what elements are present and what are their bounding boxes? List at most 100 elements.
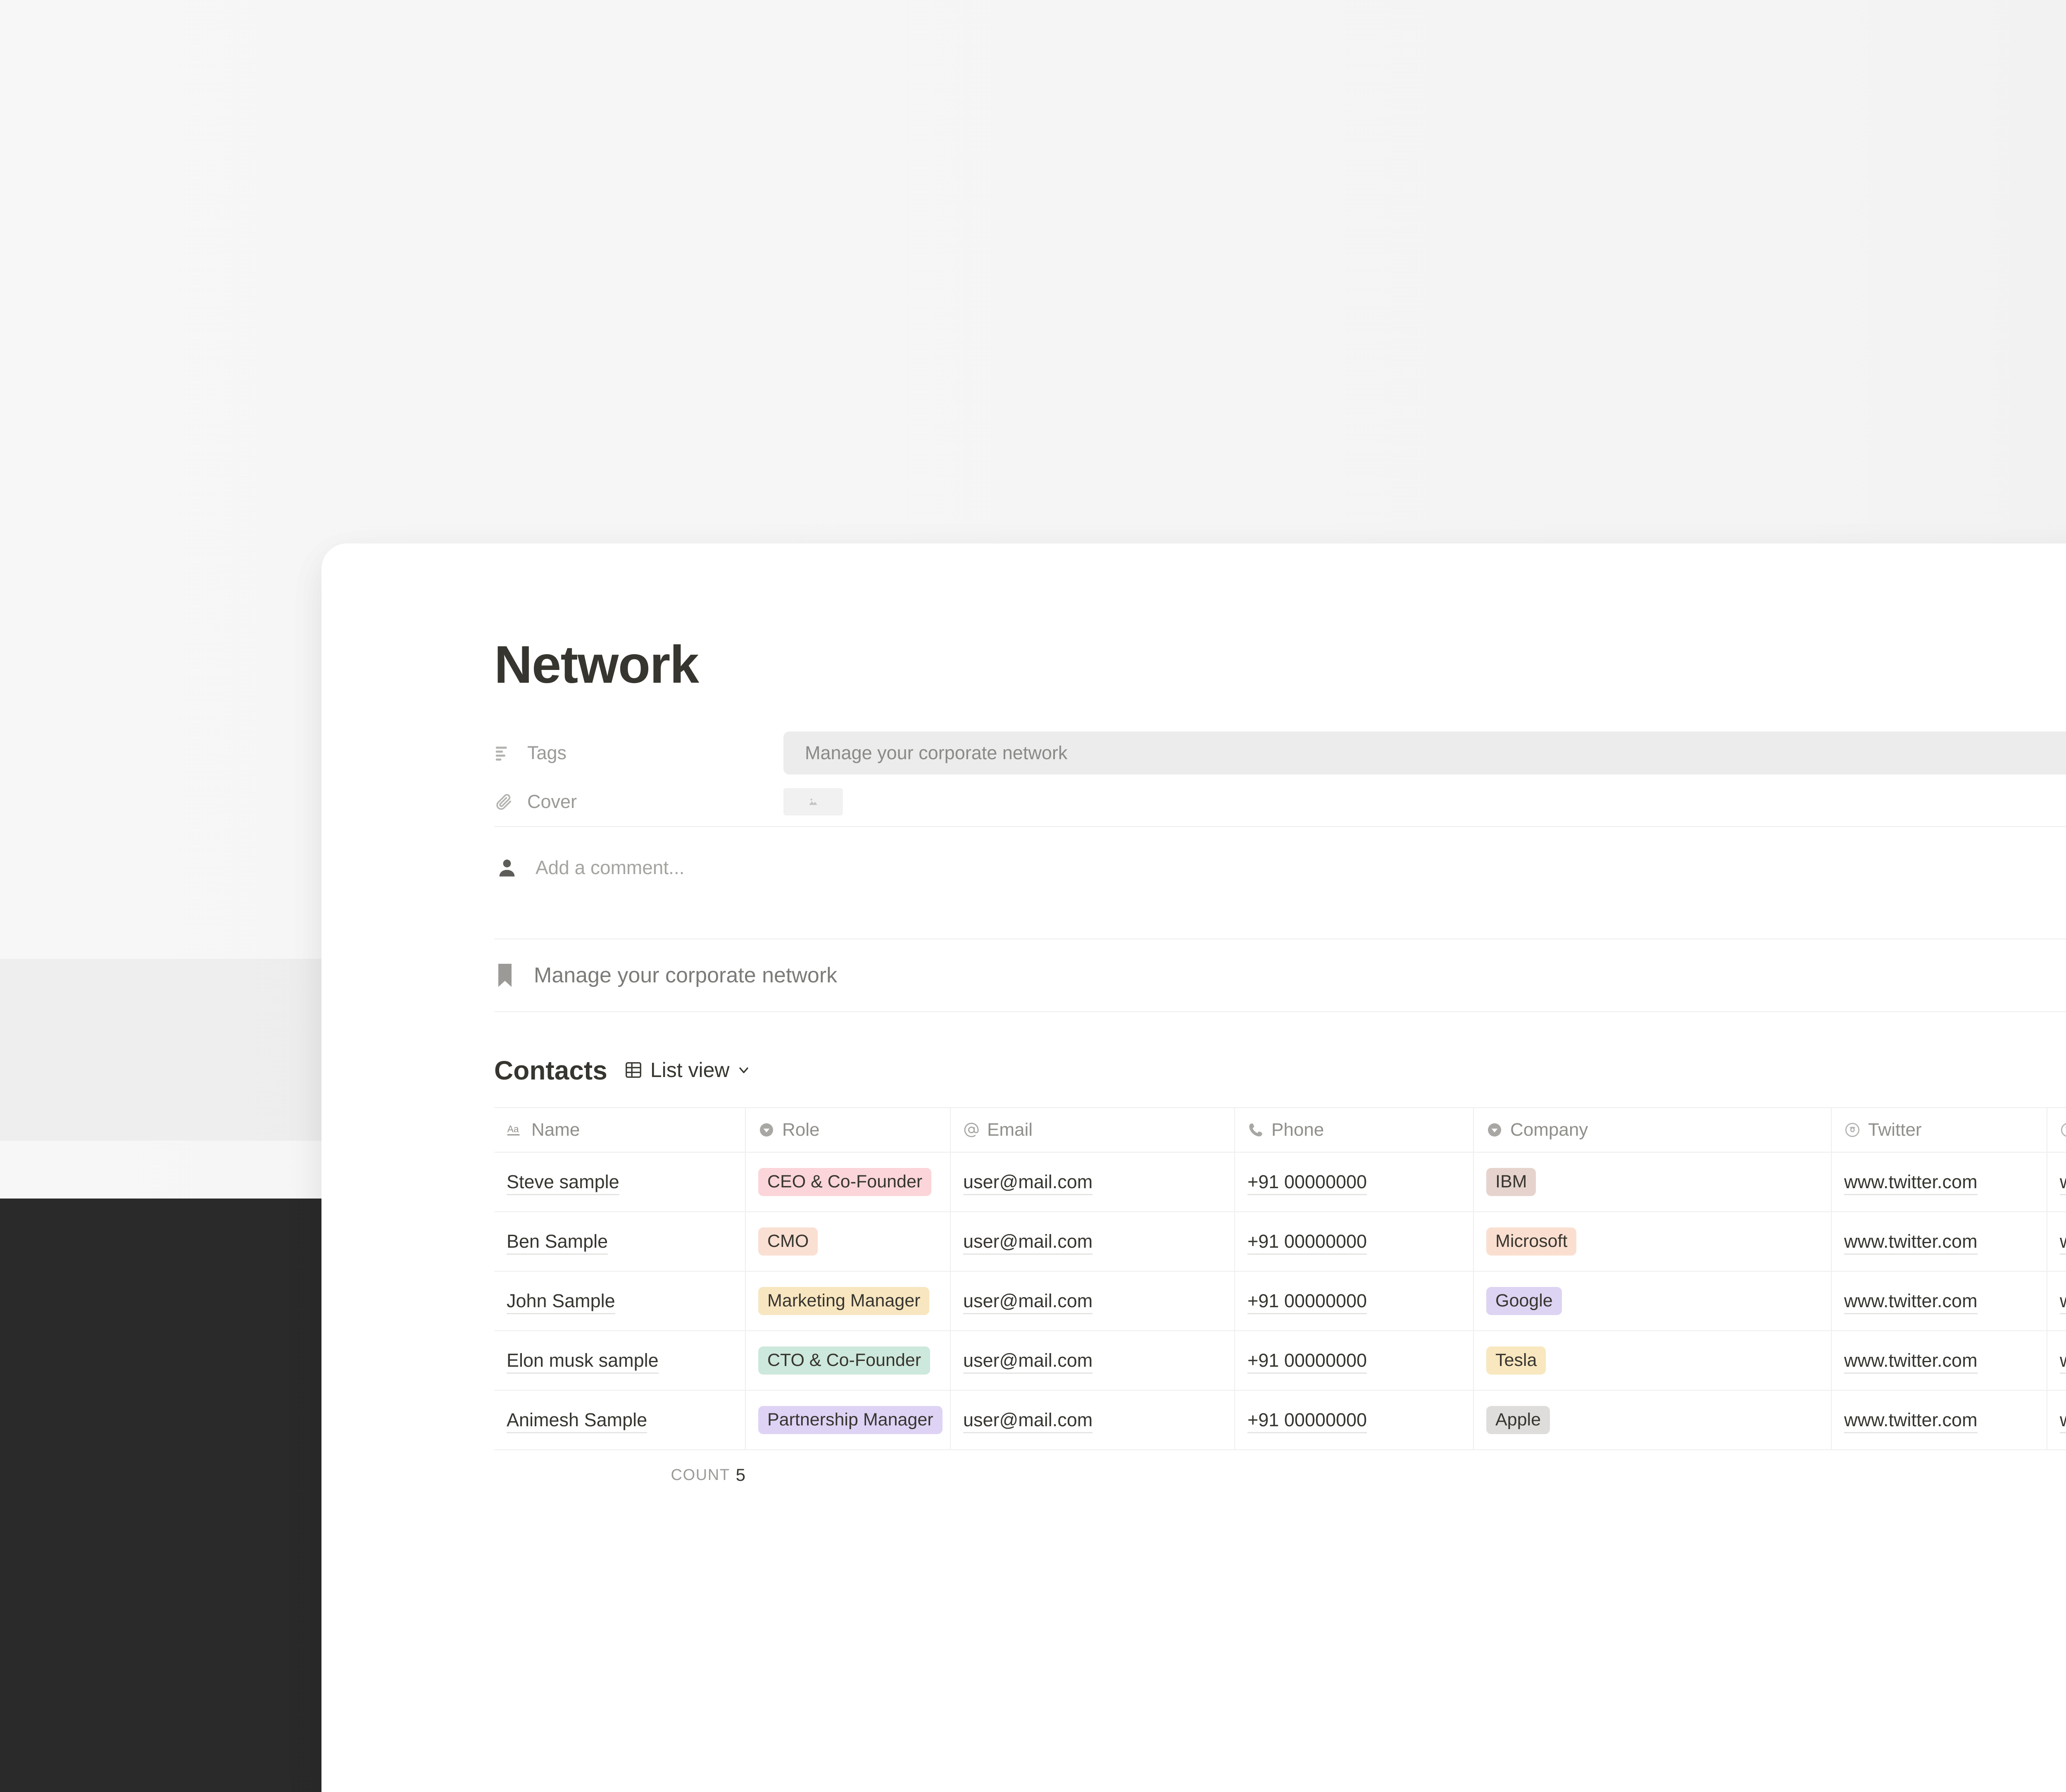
table-row[interactable]: Animesh Sample Partnership Manager user@ma… [494,1390,2066,1450]
add-comment-placeholder[interactable]: Add a comment... [536,857,685,878]
email-link[interactable]: user@mail.com [963,1290,1093,1314]
cell-role[interactable]: CEO & Co-Founder [745,1152,951,1212]
cell-phone[interactable]: +91 00000000 [1235,1271,1474,1331]
twitter-link[interactable]: www.twitter.com [1844,1231,1978,1255]
phone-link[interactable]: +91 00000000 [1247,1290,1367,1314]
role-tag[interactable]: Partnership Manager [758,1406,943,1434]
cell-role[interactable]: CMO [745,1212,951,1272]
cell-linkedin[interactable]: www.linkedin.com [2047,1271,2066,1331]
phone-link[interactable]: +91 00000000 [1247,1409,1367,1433]
tags-value-field[interactable]: Manage your corporate network [783,732,2066,774]
cell-company[interactable]: Apple [1473,1390,1832,1450]
cell-company[interactable]: Tesla [1473,1331,1832,1391]
bookmark-callout-block[interactable]: Manage your corporate network [494,939,2066,1012]
cell-email[interactable]: user@mail.com [950,1390,1235,1450]
cell-email[interactable]: user@mail.com [950,1152,1235,1212]
linkedin-link[interactable]: www.linkedin.com [2060,1290,2066,1314]
cell-name[interactable]: Ben Sample [494,1212,746,1272]
phone-link[interactable]: +91 00000000 [1247,1171,1367,1195]
property-label-text: Tags [527,742,567,763]
cell-role[interactable]: CTO & Co-Founder [745,1331,951,1391]
role-tag[interactable]: Marketing Manager [758,1287,930,1315]
table-row[interactable]: Ben Sample CMO user@mail.com +91 00000000 Mi… [494,1212,2066,1272]
role-tag[interactable]: CTO & Co-Founder [758,1346,931,1375]
email-link[interactable]: user@mail.com [963,1350,1093,1374]
cell-name[interactable]: John Sample [494,1271,746,1331]
cell-name[interactable]: Animesh Sample [494,1390,746,1450]
cell-twitter[interactable]: www.twitter.com [1831,1331,2047,1391]
database-view-selector[interactable]: List view [624,1058,751,1082]
linkedin-link[interactable]: www.linkedin.com [2060,1409,2066,1433]
property-label-cover: Cover [494,791,783,813]
role-tag[interactable]: CEO & Co-Founder [758,1168,932,1196]
linkedin-link[interactable]: www.linkedin.com [2060,1231,2066,1255]
twitter-link[interactable]: www.twitter.com [1844,1171,1978,1195]
phone-link[interactable]: +91 00000000 [1247,1350,1367,1374]
company-tag[interactable]: Apple [1486,1406,1550,1434]
company-tag[interactable]: IBM [1486,1168,1536,1196]
linkedin-link[interactable]: www.linkedin.com [2060,1350,2066,1374]
column-header-twitter[interactable]: Twitter [1831,1107,2047,1153]
phone-link[interactable]: +91 00000000 [1247,1231,1367,1255]
company-tag[interactable]: Google [1486,1287,1562,1315]
twitter-link[interactable]: www.twitter.com [1844,1350,1978,1374]
column-header-phone[interactable]: Phone [1235,1107,1474,1153]
column-header-linkedin[interactable]: LinkedIn [2047,1107,2066,1153]
column-header-name[interactable]: Aa Name [494,1107,746,1153]
add-comment-row[interactable]: Add a comment... [321,827,2066,908]
cell-name[interactable]: Steve sample [494,1152,746,1212]
email-link[interactable]: user@mail.com [963,1231,1093,1255]
column-header-label: Company [1510,1120,1588,1140]
role-tag[interactable]: CMO [758,1227,818,1256]
cell-email[interactable]: user@mail.com [950,1212,1235,1272]
property-value-tags[interactable]: Manage your corporate network [783,732,2066,774]
contact-name-link[interactable]: John Sample [507,1290,615,1314]
table-row[interactable]: Steve sample CEO & Co-Founder user@mail.co… [494,1152,2066,1212]
cell-company[interactable]: Google [1473,1271,1832,1331]
table-row[interactable]: Elon musk sample CTO & Co-Founder user@mai… [494,1331,2066,1391]
contact-name-link[interactable]: Ben Sample [507,1231,608,1255]
cell-email[interactable]: user@mail.com [950,1331,1235,1391]
cell-company[interactable]: IBM [1473,1152,1832,1212]
column-header-role[interactable]: Role [745,1107,951,1153]
column-header-email[interactable]: Email [950,1107,1235,1153]
company-tag[interactable]: Tesla [1486,1346,1546,1375]
company-tag[interactable]: Microsoft [1486,1227,1577,1256]
column-header-company[interactable]: Company [1473,1107,1832,1153]
cell-twitter[interactable]: www.twitter.com [1831,1271,2047,1331]
cell-linkedin[interactable]: www.linkedin.com [2047,1331,2066,1391]
cover-attachment-thumbnail[interactable] [783,788,843,815]
cell-phone[interactable]: +91 00000000 [1235,1212,1474,1272]
cell-name[interactable]: Elon musk sample [494,1331,746,1391]
email-link[interactable]: user@mail.com [963,1409,1093,1433]
email-link[interactable]: user@mail.com [963,1171,1093,1195]
phone-handset-icon [1247,1122,1264,1138]
cell-linkedin[interactable]: www.linkedin.com [2047,1390,2066,1450]
cell-phone[interactable]: +91 00000000 [1235,1331,1474,1391]
cell-twitter[interactable]: www.twitter.com [1831,1212,2047,1272]
database-view-label: List view [650,1058,730,1082]
contact-name-link[interactable]: Animesh Sample [507,1409,647,1433]
contact-name-link[interactable]: Steve sample [507,1171,619,1195]
select-circle-icon [1486,1122,1503,1138]
twitter-link[interactable]: www.twitter.com [1844,1290,1978,1314]
table-row[interactable]: John Sample Marketing Manager user@mail.co… [494,1271,2066,1331]
twitter-link[interactable]: www.twitter.com [1844,1409,1978,1433]
cell-twitter[interactable]: www.twitter.com [1831,1390,2047,1450]
cell-phone[interactable]: +91 00000000 [1235,1390,1474,1450]
cell-role[interactable]: Marketing Manager [745,1271,951,1331]
cell-linkedin[interactable]: www.linkedin.com [2047,1152,2066,1212]
cell-role[interactable]: Partnership Manager [745,1390,951,1450]
text-lines-icon [494,743,517,763]
cell-email[interactable]: user@mail.com [950,1271,1235,1331]
property-value-cover[interactable] [783,788,2066,815]
linkedin-link[interactable]: www.linkedin.com [2060,1171,2066,1195]
cell-twitter[interactable]: www.twitter.com [1831,1152,2047,1212]
property-row-tags[interactable]: Tags Manage your corporate network [494,729,2066,777]
cell-company[interactable]: Microsoft [1473,1212,1832,1272]
cell-phone[interactable]: +91 00000000 [1235,1152,1474,1212]
contact-name-link[interactable]: Elon musk sample [507,1350,659,1374]
cell-linkedin[interactable]: www.linkedin.com [2047,1212,2066,1272]
property-row-cover[interactable]: Cover [494,777,2066,826]
count-summary[interactable]: COUNT 5 [494,1450,745,1485]
